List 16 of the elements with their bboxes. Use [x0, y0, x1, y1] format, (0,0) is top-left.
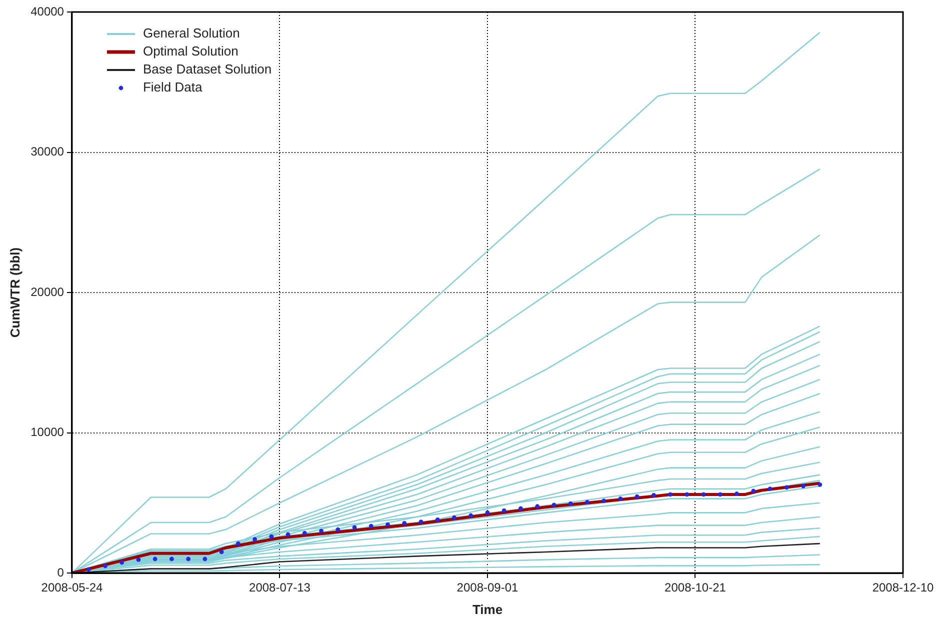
y-tick-label: 40000 [30, 4, 64, 18]
legend-label: Base Dataset Solution [142, 62, 272, 77]
x-tick-label: 2008-09-01 [456, 580, 518, 595]
x-tick-label: 2008-12-10 [872, 580, 934, 595]
y-tick-label: 30000 [30, 144, 64, 159]
legend-label: Field Data [142, 80, 203, 95]
legend-label: General Solution [142, 26, 240, 41]
x-tick-label: 2008-07-13 [249, 580, 311, 595]
y-tick-label: 20000 [30, 284, 64, 299]
x-tick-label: 2008-05-24 [41, 580, 103, 595]
y-tick-label: 0 [57, 565, 64, 580]
y-axis-title: CumWTR (bbl) [7, 247, 22, 338]
x-tick-label: 2008-10-21 [664, 580, 726, 595]
x-axis-title: Time [472, 602, 503, 617]
y-tick-label: 10000 [30, 425, 64, 440]
legend-label: Optimal Solution [142, 44, 238, 59]
